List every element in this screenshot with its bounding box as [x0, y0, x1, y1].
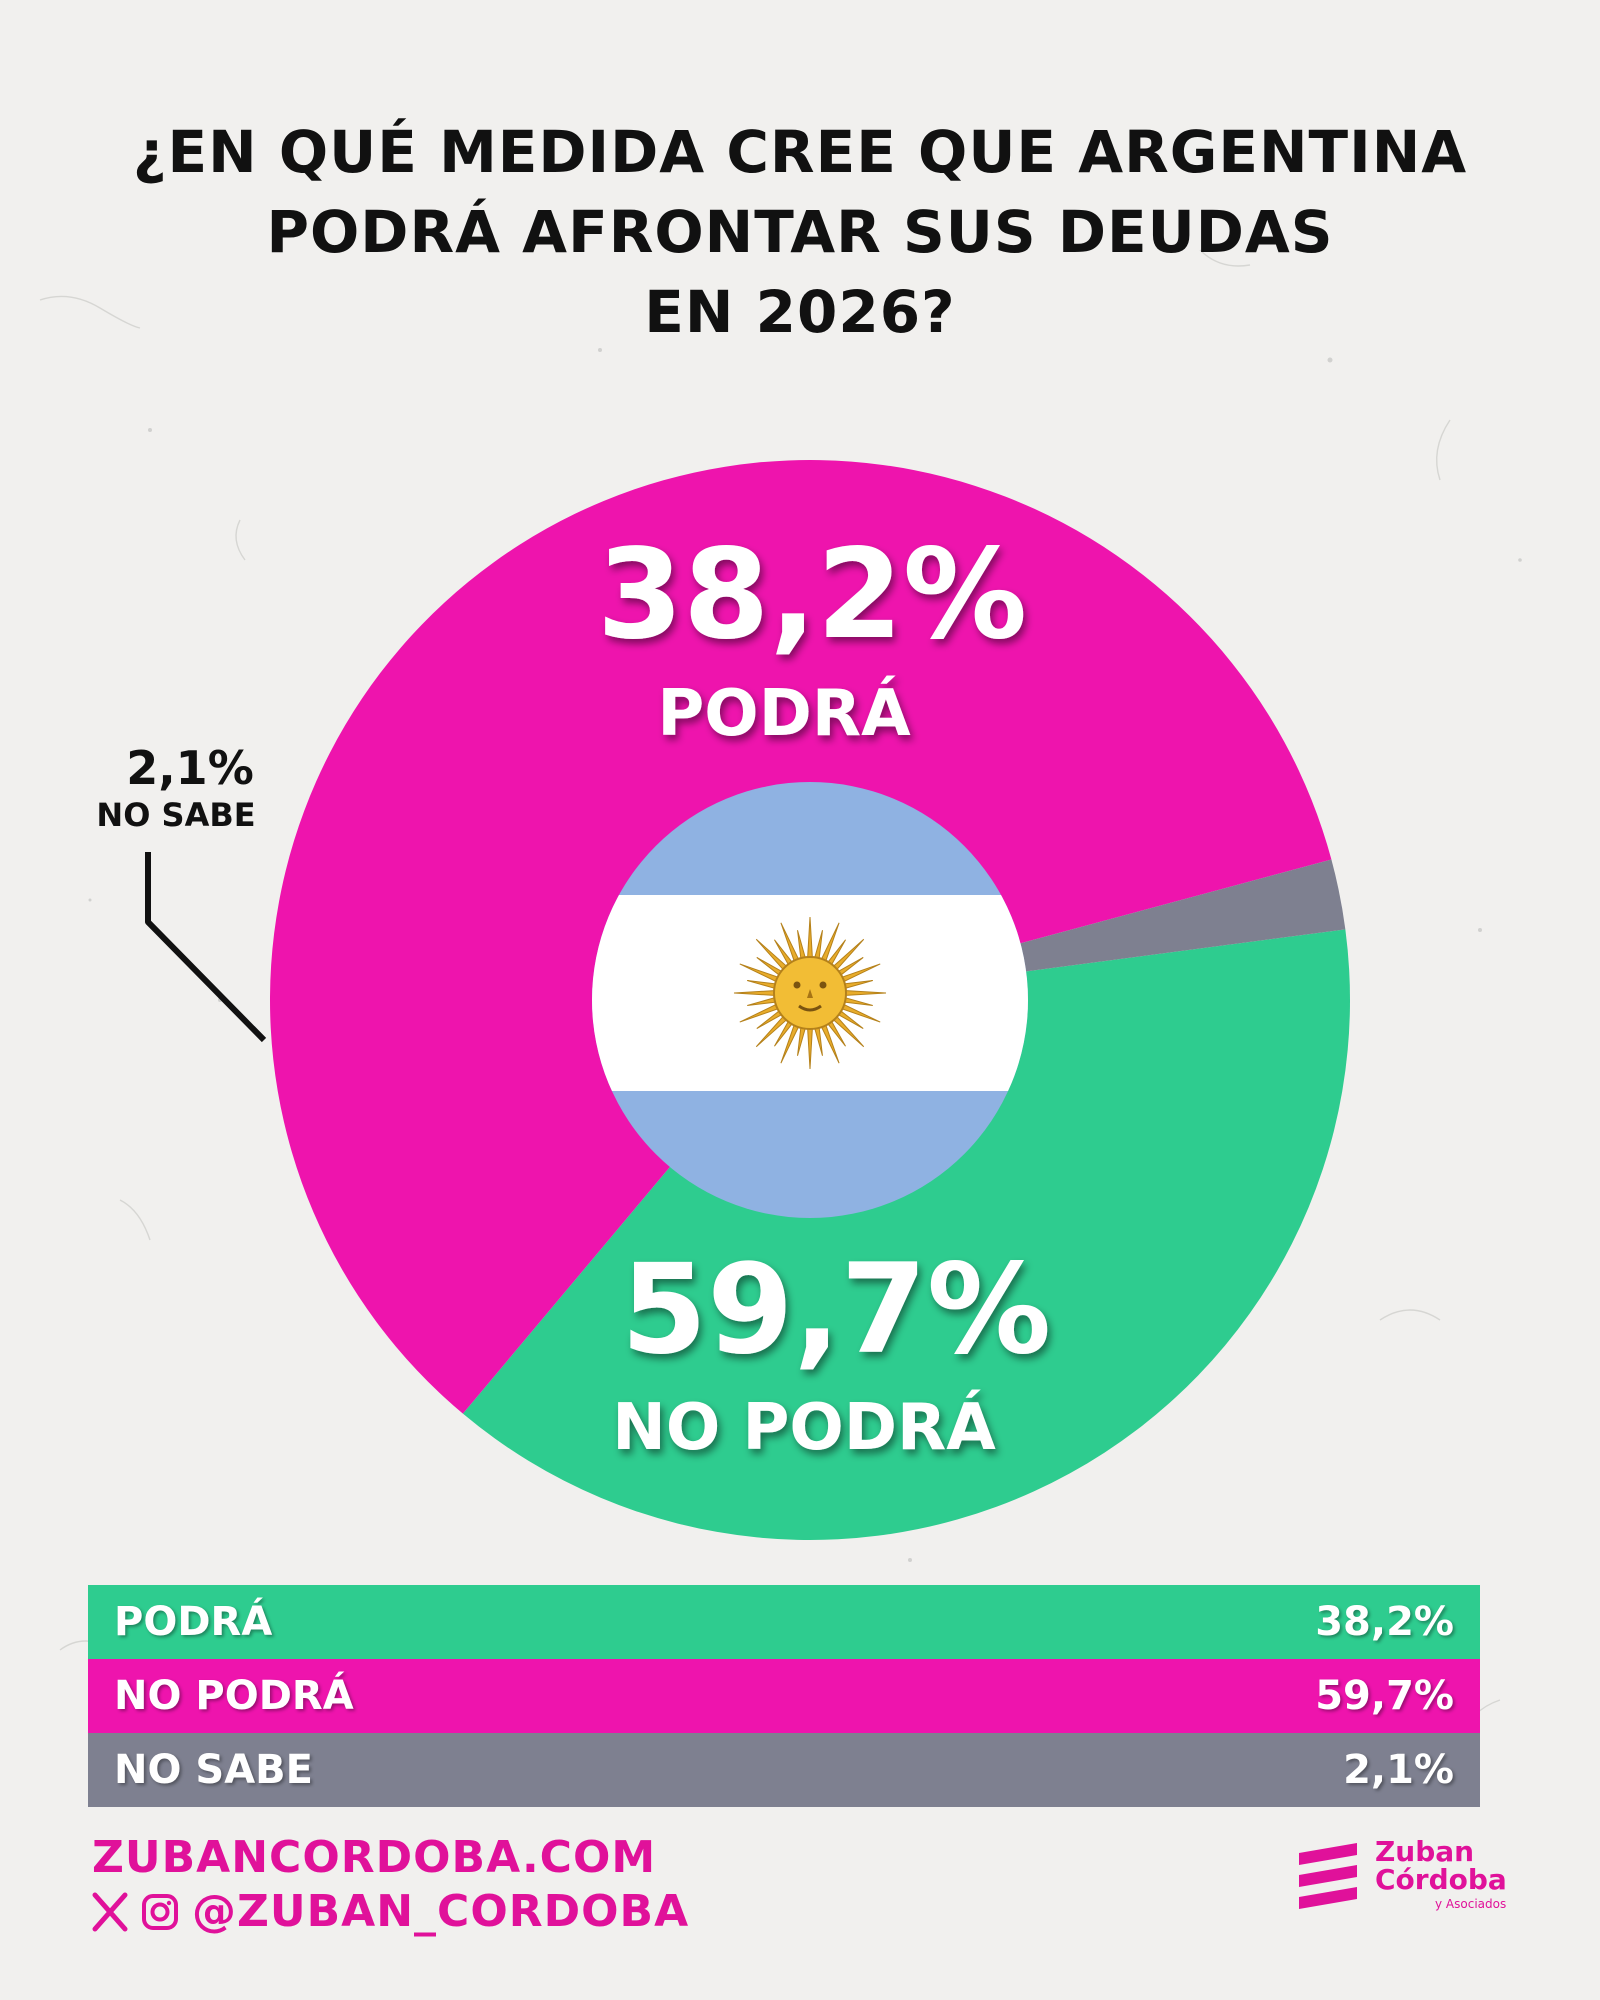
slice-label-podra: 38,2% PODRÁ: [597, 523, 1027, 751]
slice-label-no-sabe: 2,1% NO SABE: [96, 741, 255, 834]
sun-icon: [733, 916, 887, 1070]
table-row: PODRÁ 38,2%: [88, 1585, 1480, 1659]
title-line-3: EN 2026?: [644, 278, 956, 346]
argentina-flag-icon: [592, 782, 1028, 1218]
logo-subtitle: y Asociados: [1435, 1897, 1507, 1911]
row-value-no-podra: 59,7%: [1315, 1673, 1454, 1719]
slice-podra: [462, 929, 1351, 1540]
row-label-no-sabe: NO SABE: [114, 1747, 313, 1793]
table-row: NO PODRÁ 59,7%: [88, 1659, 1480, 1733]
row-value-podra: 38,2%: [1315, 1599, 1454, 1645]
donut-chart: 38,2% PODRÁ 59,7% NO PODRÁ 2,1% NO SABE: [96, 459, 1351, 1540]
social-handles: @ZUBAN_CORDOBA: [92, 1886, 689, 1937]
slice-value-podra: 38,2%: [597, 523, 1027, 667]
row-value-no-sabe: 2,1%: [1343, 1747, 1454, 1793]
logo-mark-icon: [1299, 1843, 1357, 1909]
chart-title: ¿EN QUÉ MEDIDA CREE QUE ARGENTINA PODRÁ …: [100, 112, 1500, 352]
no-sabe-leader-line: [145, 852, 267, 1043]
slice-value-no-podra: 59,7%: [621, 1238, 1051, 1382]
logo-name-line1: Zuban: [1375, 1835, 1475, 1868]
title-line-1: ¿EN QUÉ MEDIDA CREE QUE ARGENTINA: [132, 118, 1468, 186]
row-label-no-podra: NO PODRÁ: [114, 1673, 354, 1719]
slice-name-podra: PODRÁ: [657, 675, 911, 751]
instagram-icon[interactable]: [140, 1892, 180, 1932]
slice-name-no-podra: NO PODRÁ: [612, 1389, 996, 1465]
row-label-podra: PODRÁ: [114, 1599, 273, 1645]
title-line-2: PODRÁ AFRONTAR SUS DEUDAS: [266, 198, 1334, 266]
social-handle[interactable]: @ZUBAN_CORDOBA: [192, 1886, 690, 1937]
x-icon[interactable]: [92, 1892, 128, 1932]
results-table: PODRÁ 38,2% NO PODRÁ 59,7% NO SABE 2,1%: [88, 1585, 1480, 1807]
logo-name-line2: Córdoba: [1375, 1863, 1507, 1896]
table-row: NO SABE 2,1%: [88, 1733, 1480, 1807]
slice-label-no-podra: 59,7% NO PODRÁ: [612, 1238, 1051, 1465]
slice-value-no-sabe: 2,1%: [126, 741, 254, 795]
website-link[interactable]: ZUBANCORDOBA.COM: [92, 1832, 657, 1883]
zuban-cordoba-logo: Zuban Córdoba y Asociados: [1295, 1838, 1507, 1910]
slice-name-no-sabe: NO SABE: [96, 796, 255, 834]
